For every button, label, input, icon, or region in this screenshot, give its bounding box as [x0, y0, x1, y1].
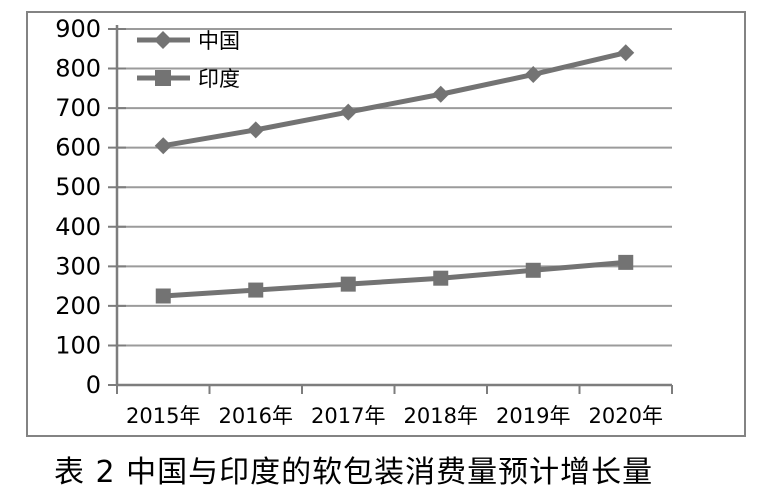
data-point-marker-0 [524, 65, 542, 83]
data-point-marker-0 [432, 85, 450, 103]
data-point-marker-1 [248, 282, 264, 298]
figure-caption: 表 2 中国与印度的软包装消费量预计增长量 [54, 455, 654, 490]
chart-frame: 0 100 200 300 400 500 600 700 800 900 2015年 2016年 20… [26, 11, 746, 437]
x-axis-label: 2019年 [496, 404, 570, 428]
data-point-marker-1 [340, 276, 356, 292]
y-axis-label: 600 [55, 134, 101, 162]
data-point-marker-0 [247, 121, 265, 139]
series-line-0 [160, 50, 629, 149]
y-axis-label: 900 [55, 15, 101, 43]
line-chart: 0 100 200 300 400 500 600 700 800 900 2015年 2016年 20… [55, 15, 673, 428]
legend-marker-square [155, 70, 171, 86]
y-axis-label: 800 [55, 55, 101, 83]
y-axis-label: 700 [55, 94, 101, 122]
y-axis-label: 100 [55, 331, 101, 359]
data-point-marker-1 [525, 262, 541, 278]
x-axis-label: 2017年 [311, 404, 385, 428]
data-point-marker-0 [154, 137, 172, 155]
y-axis-label: 200 [55, 292, 101, 320]
x-axis-label: 2016年 [219, 404, 293, 428]
x-axis-label: 2018年 [404, 404, 478, 428]
data-point-marker-1 [618, 254, 634, 270]
legend-marker-diamond [154, 31, 172, 49]
legend-label: 印度 [198, 67, 240, 91]
y-axis-label: 500 [55, 173, 101, 201]
data-point-marker-1 [155, 288, 171, 304]
x-axis-label: 2020年 [589, 404, 663, 428]
x-axis-label: 2015年 [126, 404, 200, 428]
y-axis-label: 400 [55, 213, 101, 241]
legend-label: 中国 [198, 29, 240, 53]
series-line-1 [160, 259, 629, 299]
y-axis-label: 0 [86, 371, 101, 399]
data-point-marker-0 [339, 103, 357, 121]
y-axis-label: 300 [55, 252, 101, 280]
data-point-marker-0 [617, 44, 635, 62]
data-point-marker-1 [433, 270, 449, 286]
